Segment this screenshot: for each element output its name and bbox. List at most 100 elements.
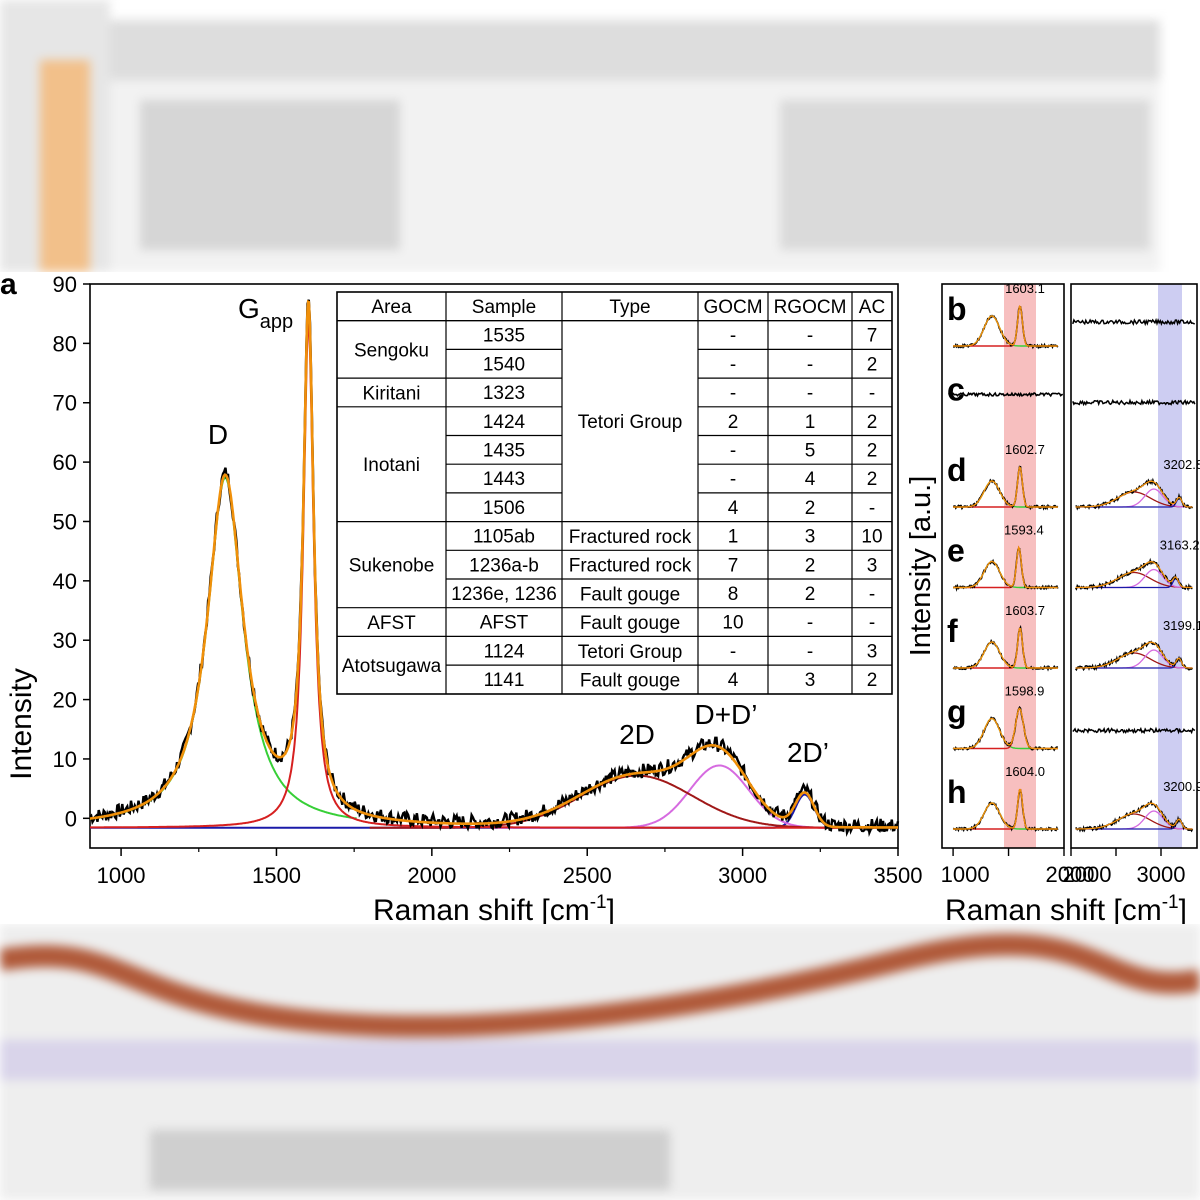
table-cell-gocm: 10	[722, 613, 743, 634]
table-cell-area: Atotsugawa	[342, 656, 442, 677]
side-total-fit-second-order	[1075, 802, 1193, 830]
side-total-fit-second-order	[1075, 561, 1193, 589]
curve-total-fit	[89, 299, 898, 829]
table-cell-sample: 1323	[483, 383, 525, 404]
raman-figure: a 1000 1500 2000 2500 3000 3500 0 10 20 30 40 50 60 7…	[0, 272, 1200, 924]
table-cell-gocm: -	[730, 641, 736, 662]
y-axis-title: Intensity	[5, 668, 38, 780]
side-total-fit	[953, 545, 1058, 589]
band-label-2dp: 2D’	[787, 737, 829, 768]
y-tick-label: 20	[53, 688, 77, 713]
band-label-dd: D+D’	[694, 699, 757, 730]
y-tick-label: 50	[53, 509, 77, 534]
table-header: Sample	[472, 297, 536, 318]
table-cell-sample: 1424	[483, 412, 526, 433]
2dprime-position-label: 3202.8	[1163, 457, 1200, 472]
panel-label-a: a	[0, 272, 17, 301]
second-order-highlight	[1158, 284, 1182, 848]
table-cell-gocm: 8	[728, 584, 739, 605]
axis-ticks: 1000 1500 2000 2500 3000 3500 0 10 20 30 40 50 60 70 8…	[53, 272, 923, 888]
table-cell-ac: 3	[867, 555, 878, 576]
table-cell-sample: 1535	[483, 326, 525, 347]
side-measured-second-order	[1072, 726, 1196, 735]
table-cell-sample: 1236e, 1236	[451, 584, 557, 605]
table-header: GOCM	[703, 297, 762, 318]
g-position-label: 1602.7	[1005, 442, 1045, 457]
table-cell-ac: 2	[867, 469, 878, 490]
g-position-label: 1603.7	[1005, 603, 1045, 618]
table-cell-gocm: -	[730, 441, 736, 462]
table-cell-gocm: -	[730, 383, 736, 404]
table-cell-area: Sukenobe	[349, 556, 435, 577]
g-position-label: 1598.9	[1005, 684, 1045, 699]
side-x-tick-label: 2000	[1063, 862, 1112, 887]
side-total-fit	[953, 788, 1058, 830]
table-cell-type: Tetori Group	[578, 412, 683, 433]
table-cell-sample: 1236a-b	[469, 555, 539, 576]
table-cell-area: Sengoku	[354, 340, 429, 361]
side-panel-label: e	[947, 533, 965, 569]
x-tick-label: 3500	[874, 863, 923, 888]
table-cell-area: Kiritani	[362, 383, 420, 404]
side-x-tick-label: 3000	[1137, 862, 1186, 887]
table-cell-sample: 1141	[484, 670, 525, 691]
band-label-d: D	[208, 419, 228, 450]
table-cell-ac: -	[869, 584, 875, 605]
table-cell-rgocm: 1	[805, 412, 816, 433]
x-axis-title: Raman shift [cm-1]	[373, 892, 615, 924]
sample-table: Area Sample Type GOCM RGOCM AC 1535 - - 7 1540 - - 2 1…	[336, 291, 893, 695]
table-cell-gocm: 7	[728, 555, 739, 576]
table-cell-ac: 2	[867, 354, 878, 375]
table-cell-gocm: -	[730, 354, 736, 375]
table-cell-area: Inotani	[363, 455, 420, 476]
table-cell-ac: -	[869, 383, 875, 404]
side-measured-second-order	[1072, 317, 1195, 327]
side-total-fit	[953, 305, 1058, 347]
g-band-highlight	[1004, 284, 1036, 848]
table-cell-ac: 10	[861, 527, 882, 548]
side-panel-label: h	[947, 774, 967, 810]
table-cell-sample: 1443	[483, 469, 525, 490]
table-cell-type: Fractured rock	[569, 556, 692, 577]
table-cell-gocm: -	[730, 469, 736, 490]
table-cell-rgocm: 2	[805, 584, 816, 605]
table-cell-type: Fault gouge	[580, 613, 680, 634]
side-total-fit	[953, 465, 1058, 508]
curve-dd-band	[494, 764, 898, 829]
table-cell-rgocm: -	[807, 641, 813, 662]
table-cell-gocm: 4	[728, 670, 739, 691]
table-header: Area	[371, 297, 412, 318]
band-label-g: Gapp	[238, 293, 293, 333]
side-total-fit-second-order	[1075, 641, 1193, 669]
y-tick-label: 90	[53, 272, 77, 297]
table-cell-ac: 2	[867, 670, 878, 691]
table-cell-type: Tetori Group	[578, 642, 683, 663]
side-panel-label: d	[947, 452, 967, 488]
table-cell-ac: -	[869, 613, 875, 634]
table-cell-sample: 1435	[483, 441, 525, 462]
table-cell-rgocm: 4	[805, 469, 816, 490]
side-2dprime-band	[1075, 819, 1193, 830]
side-x-tick-label: 2000	[1046, 862, 1095, 887]
g-position-label: 1593.4	[1004, 523, 1044, 538]
table-cell-gocm: 1	[728, 527, 739, 548]
side-total-fit	[953, 707, 1058, 750]
table-cell-ac: -	[869, 498, 875, 519]
table-cell-type: Fault gouge	[580, 584, 680, 605]
2dprime-position-label: 3200.9	[1163, 779, 1200, 794]
side-panel-label: b	[947, 291, 967, 327]
table-cell-ac: 3	[867, 641, 878, 662]
side-x-axis-title: Raman shift [cm-1]	[945, 892, 1187, 924]
table-cell-gocm: 2	[728, 412, 739, 433]
table-cell-sample: 1124	[484, 641, 525, 662]
table-cell-sample: 1506	[483, 498, 525, 519]
side-measured-second-order	[1075, 799, 1194, 833]
table-cell-ac: 2	[867, 441, 878, 462]
table-header: AC	[859, 297, 885, 318]
y-tick-label: 60	[53, 450, 77, 475]
table-cell-type: Fault gouge	[580, 670, 680, 691]
table-cell-ac: 7	[867, 326, 878, 347]
side-total-fit-second-order	[1075, 480, 1193, 508]
side-measured-second-order	[1072, 398, 1196, 407]
